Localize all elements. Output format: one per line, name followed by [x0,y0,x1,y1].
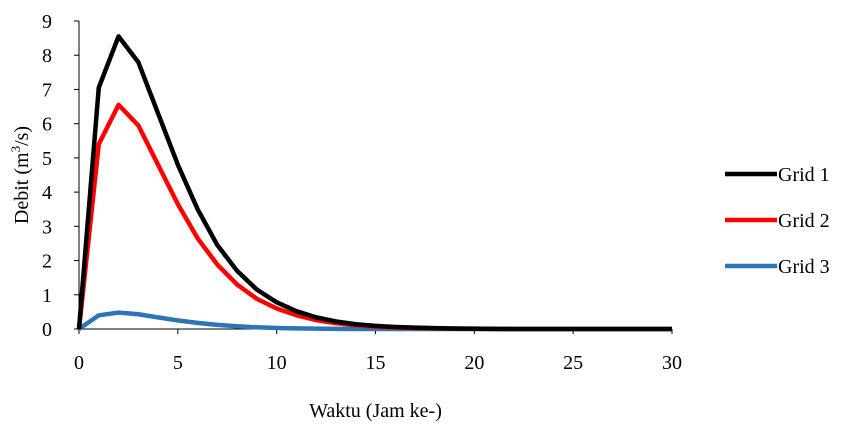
x-tick-label: 15 [366,352,386,374]
x-tick-label: 0 [74,352,84,374]
y-axis-title: Debit (m3/s) [8,126,33,224]
x-ticks: 0 5 10 15 20 25 30 [74,329,682,374]
y-tick-label: 8 [42,45,52,67]
x-tick-label: 5 [173,352,183,374]
y-tick-label: 9 [42,11,52,33]
y-tick-label: 2 [42,251,52,273]
y-axis-title-superscript: 3 [8,146,23,153]
y-tick-label: 5 [42,148,52,170]
y-axis-title-prefix: Debit (m [11,152,33,224]
series-lines [76,34,672,332]
legend: Grid 1 Grid 2 Grid 3 [725,164,830,278]
y-tick-label: 3 [42,216,52,238]
y-tick-label: 0 [42,319,52,341]
y-ticks: 0 1 2 3 4 5 6 7 8 9 [42,11,79,341]
series-line-grid-1 [76,34,672,332]
legend-label: Grid 1 [778,164,830,186]
axes [78,21,672,330]
x-axis-title: Waktu (Jam ke-) [309,400,442,422]
x-tick-label: 30 [662,352,682,374]
x-tick-label: 10 [267,352,287,374]
y-axis-title-suffix: /s) [11,126,33,146]
y-tick-label: 6 [42,114,52,136]
y-tick-label: 7 [42,79,52,101]
x-tick-label: 20 [464,352,484,374]
x-tick-label: 25 [563,352,583,374]
legend-label: Grid 3 [778,256,830,278]
legend-label: Grid 2 [778,210,830,232]
y-tick-label: 1 [42,285,52,307]
y-tick-label: 4 [42,182,52,204]
